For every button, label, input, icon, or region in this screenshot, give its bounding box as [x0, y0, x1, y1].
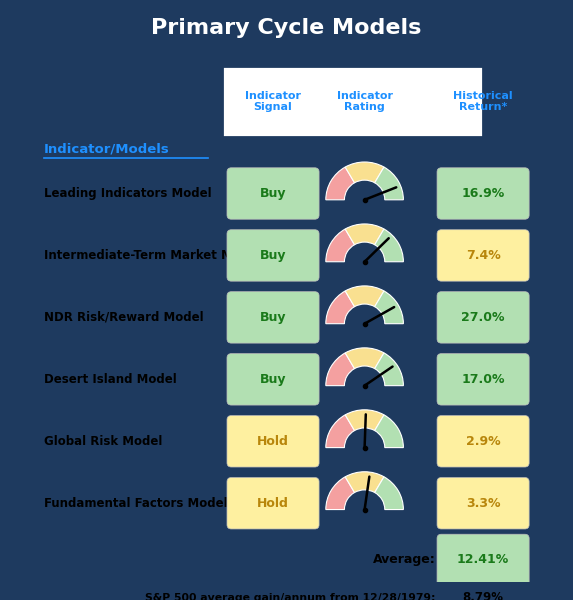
Wedge shape [345, 162, 384, 183]
FancyBboxPatch shape [437, 534, 529, 586]
FancyBboxPatch shape [227, 292, 319, 343]
FancyBboxPatch shape [437, 168, 529, 219]
FancyBboxPatch shape [437, 353, 529, 405]
Text: Indicator
Rating: Indicator Rating [336, 91, 393, 112]
Text: Buy: Buy [260, 373, 286, 386]
Text: 3.3%: 3.3% [466, 497, 500, 510]
Wedge shape [375, 229, 403, 262]
Wedge shape [345, 410, 384, 431]
Text: 8.79%: 8.79% [462, 591, 504, 600]
Text: Global Risk Model: Global Risk Model [44, 435, 163, 448]
FancyBboxPatch shape [227, 230, 319, 281]
Text: 17.0%: 17.0% [461, 373, 505, 386]
Wedge shape [326, 353, 355, 386]
Wedge shape [326, 229, 355, 262]
Text: NDR Risk/Reward Model: NDR Risk/Reward Model [44, 311, 204, 324]
FancyBboxPatch shape [437, 292, 529, 343]
Text: 16.9%: 16.9% [461, 187, 505, 200]
Text: Leading Indicators Model: Leading Indicators Model [44, 187, 212, 200]
Wedge shape [375, 477, 403, 509]
Wedge shape [345, 348, 384, 368]
FancyBboxPatch shape [437, 230, 529, 281]
Text: Historical
Return*: Historical Return* [453, 91, 513, 112]
Wedge shape [375, 291, 403, 323]
Text: Intermediate-Term Market Model: Intermediate-Term Market Model [44, 249, 261, 262]
Text: Desert Island Model: Desert Island Model [44, 373, 177, 386]
Text: Indicator/Models: Indicator/Models [44, 142, 170, 155]
Wedge shape [375, 353, 403, 386]
Wedge shape [345, 472, 384, 493]
Text: 27.0%: 27.0% [461, 311, 505, 324]
Wedge shape [375, 167, 403, 200]
FancyBboxPatch shape [227, 478, 319, 529]
FancyBboxPatch shape [227, 416, 319, 467]
FancyBboxPatch shape [227, 353, 319, 405]
Text: 2.9%: 2.9% [466, 435, 500, 448]
Text: Buy: Buy [260, 311, 286, 324]
Wedge shape [345, 224, 384, 245]
Text: Indicator
Signal: Indicator Signal [245, 91, 301, 112]
Text: Hold: Hold [257, 435, 289, 448]
Wedge shape [326, 415, 355, 448]
Text: Fundamental Factors Model: Fundamental Factors Model [44, 497, 227, 510]
Text: Buy: Buy [260, 187, 286, 200]
Wedge shape [326, 167, 355, 200]
FancyBboxPatch shape [437, 478, 529, 529]
Text: Primary Cycle Models: Primary Cycle Models [151, 19, 422, 38]
Wedge shape [375, 415, 403, 448]
Wedge shape [326, 477, 355, 509]
FancyBboxPatch shape [222, 66, 483, 137]
Text: 7.4%: 7.4% [466, 249, 500, 262]
Text: Buy: Buy [260, 249, 286, 262]
Text: Average:: Average: [373, 553, 436, 566]
Wedge shape [345, 286, 384, 307]
Text: 12.41%: 12.41% [457, 553, 509, 566]
FancyBboxPatch shape [227, 168, 319, 219]
Text: S&P 500 average gain/annum from 12/28/1979:: S&P 500 average gain/annum from 12/28/19… [146, 593, 436, 600]
FancyBboxPatch shape [437, 416, 529, 467]
Text: Hold: Hold [257, 497, 289, 510]
Wedge shape [326, 291, 355, 323]
